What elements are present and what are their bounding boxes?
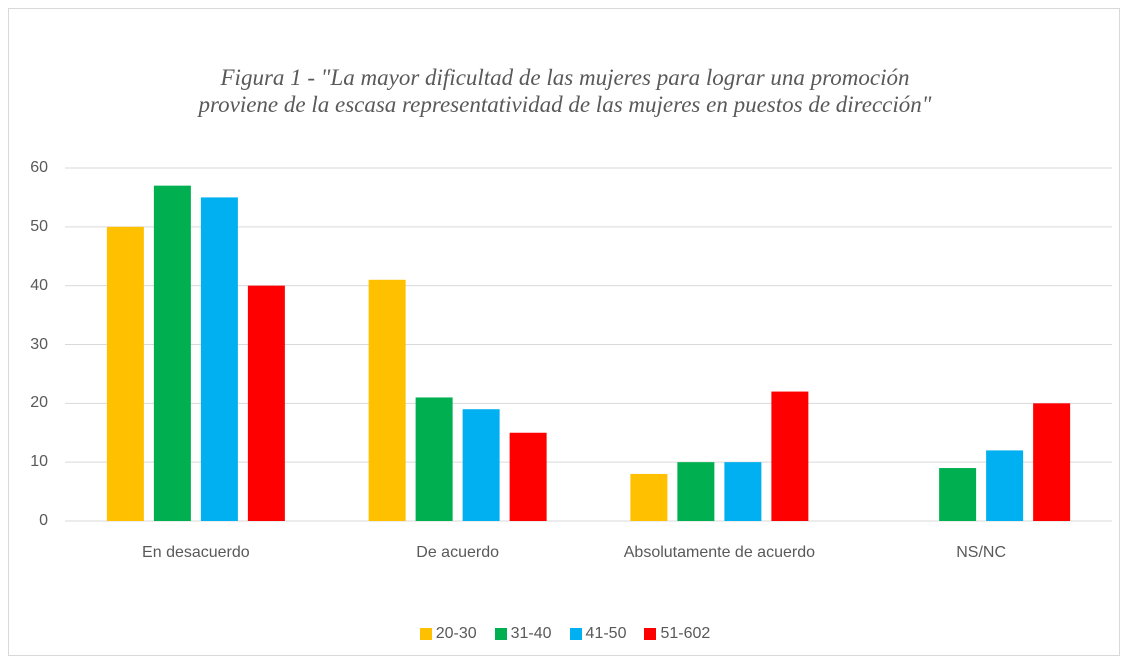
legend: 20-30 31-40 41-50 51-602 — [0, 622, 1130, 646]
bar — [247, 285, 285, 521]
legend-item: 20-30 — [419, 622, 477, 646]
bar — [724, 462, 762, 521]
bar — [630, 473, 668, 521]
legend-item: 51-602 — [644, 622, 710, 646]
y-tick-label: 0 — [39, 512, 48, 529]
y-tick-label: 40 — [30, 276, 48, 294]
y-tick-label: 10 — [30, 453, 48, 471]
y-tick-label: 20 — [30, 394, 48, 412]
chart-title: Figura 1 - "La mayor dificultad de las m… — [198, 65, 932, 117]
bar — [1033, 403, 1071, 521]
bar — [153, 185, 191, 521]
bar — [771, 391, 809, 521]
bar — [106, 226, 144, 522]
bar — [986, 450, 1024, 521]
legend-swatch — [644, 628, 657, 640]
bar — [509, 432, 547, 521]
legend-label: 31-40 — [510, 625, 552, 642]
legend-label: 51-602 — [660, 625, 711, 642]
x-tick-label: NS/NC — [956, 544, 1007, 561]
legend-label: 20-30 — [435, 625, 477, 642]
bar — [200, 197, 238, 521]
legend-swatch — [419, 628, 432, 640]
bar — [462, 409, 500, 521]
chart-frame — [8, 8, 1120, 656]
legend-item: 31-40 — [494, 622, 552, 646]
bar — [368, 279, 406, 521]
y-tick-label: 30 — [30, 335, 48, 353]
y-tick-label: 50 — [30, 217, 48, 235]
legend-label: 41-50 — [585, 625, 627, 642]
legend-swatch — [494, 628, 507, 640]
bar — [415, 397, 453, 521]
bar — [677, 462, 715, 521]
x-tick-label: De acuerdo — [416, 544, 499, 561]
x-tick-label: En desacuerdo — [142, 544, 250, 561]
bar — [939, 468, 977, 521]
legend-swatch — [569, 628, 582, 640]
x-tick-label: Absolutamente de acuerdo — [623, 544, 815, 561]
y-tick-label: 60 — [30, 159, 48, 176]
legend-item: 41-50 — [569, 622, 627, 646]
